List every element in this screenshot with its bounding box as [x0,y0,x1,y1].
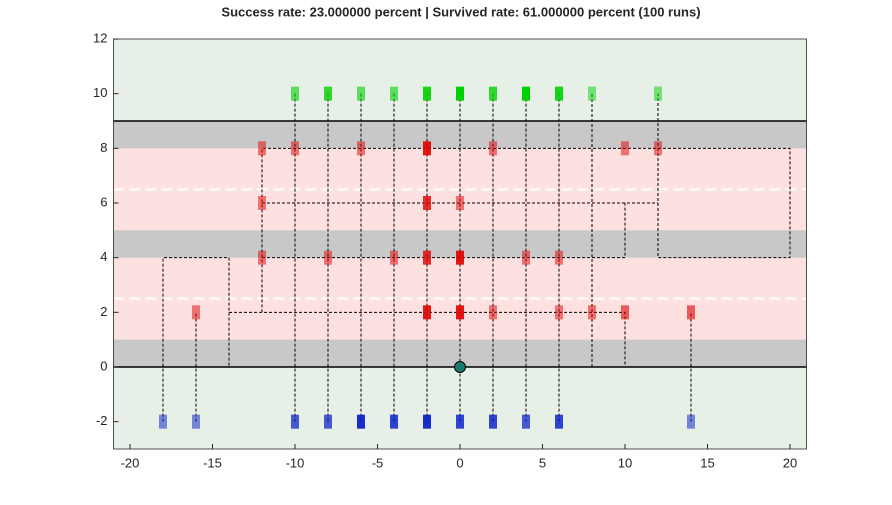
x-tick-label: -10 [286,455,305,470]
vehicle-marker [357,414,365,429]
vehicle-marker [390,414,398,429]
vehicle-marker [555,414,563,429]
vehicle-marker [621,305,629,320]
vehicle-marker [555,250,563,265]
vehicle-marker [456,196,464,210]
vehicle-marker [456,250,464,265]
y-tick-label: 10 [93,85,107,100]
vehicle-marker [390,250,398,265]
x-tick-label: 20 [783,455,797,470]
y-tick-label: 0 [100,358,107,373]
vehicle-marker [291,141,299,156]
vehicle-marker [588,86,596,101]
vehicle-marker [621,141,629,156]
vehicle-marker [423,414,431,429]
trajectory [261,93,791,313]
vehicle-marker [258,250,266,265]
vehicle-marker [390,86,398,101]
x-tick-label: -20 [121,455,140,470]
vehicle-marker [192,414,200,429]
vehicle-marker [324,414,332,429]
vehicle-marker [489,414,497,429]
y-tick-label: 4 [100,249,107,264]
vehicle-marker [324,86,332,101]
vehicle-marker [654,141,662,156]
vehicle-marker [357,141,365,156]
vehicle-marker [588,305,596,320]
y-tick-label: -2 [96,413,108,428]
x-tick-label: 15 [700,455,714,470]
vehicle-marker [324,250,332,265]
agent-marker [454,361,466,373]
vehicle-marker [687,414,695,429]
y-tick-label: 8 [100,140,107,155]
vehicle-marker [258,141,266,156]
vehicle-marker [423,305,431,320]
vehicle-marker [555,305,563,320]
vehicle-marker [687,305,695,320]
vehicle-marker [654,86,662,101]
y-tick-label: 2 [100,304,107,319]
vehicle-marker [192,305,200,320]
y-tick-label: 6 [100,194,107,209]
vehicle-marker [489,86,497,101]
x-tick-label: -15 [203,455,222,470]
x-tick-label: -5 [372,455,384,470]
vehicle-marker [555,86,563,101]
trajectory [262,203,626,259]
vehicle-marker [423,196,431,210]
vehicle-marker [357,86,365,101]
vehicle-marker [456,86,464,101]
vehicle-marker [291,86,299,101]
y-tick-label: 12 [93,30,107,45]
vehicle-marker [456,414,464,429]
x-tick-label: 10 [618,455,632,470]
vehicle-marker [489,141,497,156]
vehicle-marker [522,86,530,101]
vehicle-marker [159,414,167,429]
vehicle-marker [291,414,299,429]
vehicle-marker [423,86,431,101]
vehicle-marker [258,196,266,210]
x-tick-label: 0 [456,455,463,470]
x-tick-label: 5 [539,455,546,470]
vehicle-marker [423,250,431,265]
vehicle-marker [522,250,530,265]
vehicle-marker [489,305,497,320]
chart-title: Success rate: 23.000000 percent | Surviv… [221,4,700,19]
trajectory [162,257,230,422]
vehicle-marker [456,305,464,320]
vehicle-marker [522,414,530,429]
vehicle-marker [423,141,431,156]
